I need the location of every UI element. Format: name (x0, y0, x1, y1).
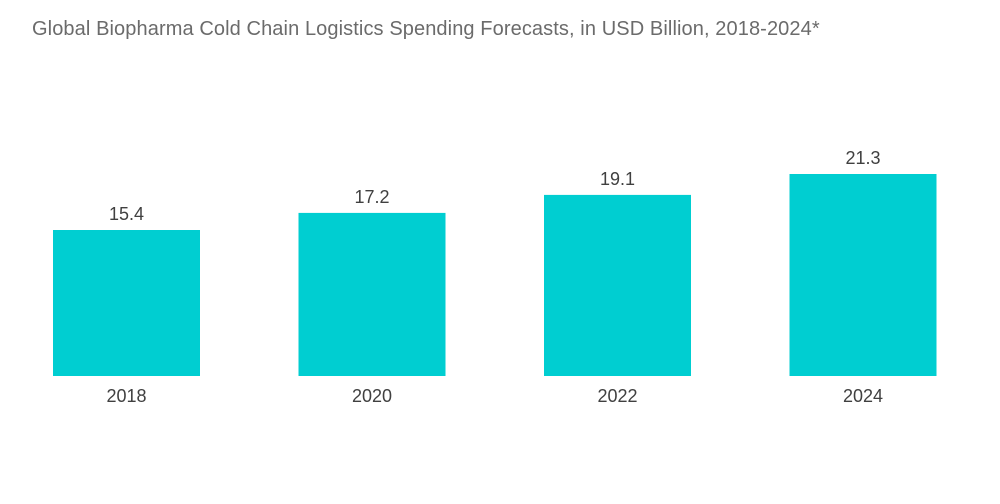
bar-2022 (544, 194, 691, 376)
x-tick-label-2024: 2024 (843, 386, 883, 406)
value-label-2022: 19.1 (600, 169, 635, 189)
value-label-2020: 17.2 (354, 187, 389, 207)
bar-2020 (298, 212, 446, 376)
chart-title: Global Biopharma Cold Chain Logistics Sp… (32, 18, 820, 40)
x-tick-label-2020: 2020 (352, 386, 392, 406)
x-tick-label-2022: 2022 (597, 386, 637, 406)
value-label-2018: 15.4 (109, 204, 144, 224)
value-label-2024: 21.3 (845, 148, 880, 168)
bar-2018 (53, 230, 200, 376)
x-tick-label-2018: 2018 (106, 386, 146, 406)
bar-2024 (789, 174, 937, 376)
